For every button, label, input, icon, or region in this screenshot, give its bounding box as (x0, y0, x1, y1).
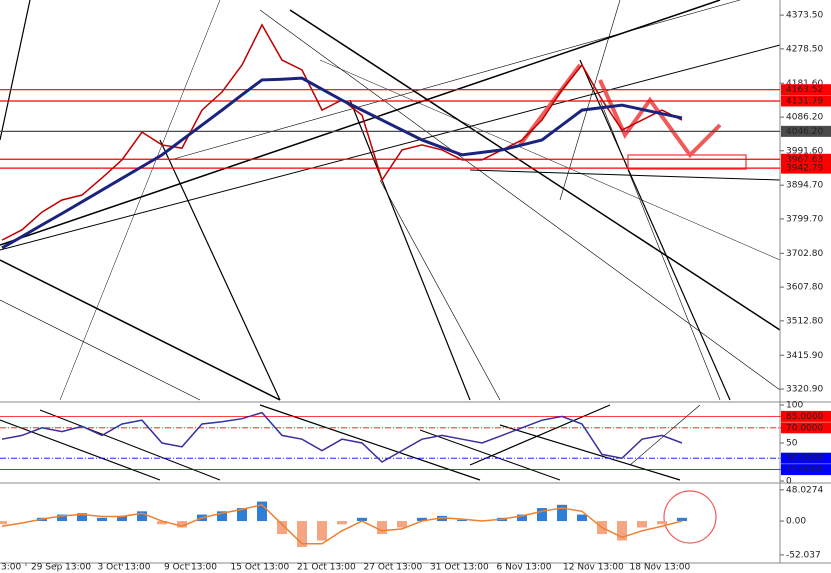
histogram-bar (137, 511, 147, 522)
level-label-box (781, 84, 831, 96)
histogram-bar (397, 521, 407, 528)
y-tick-label: 4086.20 (786, 113, 823, 123)
x-tick-label: 9 Oct 13:00 (164, 563, 217, 573)
level-label-box (781, 162, 831, 174)
y-tick-label: 70.0000 (786, 423, 823, 433)
y-tick-label: 4373.50 (786, 11, 823, 21)
histogram-bar (417, 517, 427, 522)
y-tick-label: 50 (786, 439, 798, 449)
histogram-bar (77, 513, 87, 522)
y-tick-label: 3799.70 (786, 214, 823, 224)
series-line (1, 503, 683, 545)
x-tick-label: 31 Oct 13:00 (430, 563, 489, 573)
histogram-bar (0, 521, 7, 525)
level-label-box (781, 95, 831, 107)
y-tick-label: 4181.60 (786, 79, 823, 89)
histogram-bar (537, 508, 547, 522)
histogram-bar (97, 517, 107, 522)
histogram-bar (337, 521, 347, 525)
level-label-box (781, 153, 831, 165)
y-tick-label: 0.00 (786, 517, 806, 527)
histogram-bar (277, 521, 287, 535)
level-label: 4131.79 (786, 96, 823, 106)
histogram-bar (117, 515, 127, 522)
histogram-bar (677, 517, 687, 522)
histogram-bar (557, 504, 567, 522)
histogram-bar (157, 521, 167, 525)
y-tick-label: 0 (786, 477, 792, 487)
y-tick-label: 3894.70 (786, 181, 823, 191)
y-tick-label: 100 (786, 401, 803, 411)
histogram-bar (57, 514, 67, 522)
histogram-bar (237, 508, 247, 522)
tick-label-box (781, 410, 831, 422)
y-tick-label: 3415.90 (786, 351, 823, 361)
level-label: 3967.63 (786, 155, 823, 165)
arrow (598, 79, 722, 159)
x-tick-label: 12 Nov 13:00 (563, 563, 624, 573)
y-tick-label: 30.0000 (786, 454, 823, 464)
x-tick-label: 29 Sep 13:00 (31, 563, 91, 573)
y-tick-label: 3991.60 (786, 146, 823, 156)
level-label: 4163.52 (786, 85, 823, 95)
x-tick-label: 3:00 (1, 563, 21, 573)
tick-label-box (781, 452, 831, 464)
histogram-bar (297, 521, 307, 548)
highlight-circle (663, 490, 717, 544)
histogram-bar (357, 517, 367, 522)
y-tick-label: 3702.80 (786, 249, 823, 259)
level-label: 3942.79 (786, 164, 823, 174)
histogram-bar (317, 521, 327, 541)
level-label-box (781, 125, 831, 137)
y-tick-label: 48.0274 (786, 485, 823, 495)
y-tick-label: 4278.50 (786, 44, 823, 54)
y-tick-label: 3512.80 (786, 316, 823, 326)
y-tick-label: 3607.80 (786, 283, 823, 293)
histogram-bar (457, 519, 467, 522)
x-tick-label: 3 Oct 13:00 (98, 563, 151, 573)
trend-lines (0, 0, 781, 481)
histogram-bar (637, 521, 647, 528)
histogram-bar (577, 514, 587, 522)
tick-label-box (781, 464, 831, 476)
histogram-bar (217, 511, 227, 522)
x-tick-label: 18 Nov 13:00 (630, 563, 691, 573)
histogram-bar (177, 521, 187, 528)
y-tick-label: 15.0000 (786, 465, 823, 475)
tick-label-box (781, 422, 831, 434)
y-tick-label: -52.037 (786, 550, 821, 560)
x-tick-label: 6 Nov 13:00 (497, 563, 552, 573)
histogram-bar (657, 521, 667, 525)
y-tick-label: 85.0000 (786, 412, 823, 422)
histogram-bar (257, 501, 267, 522)
x-tick-label: 27 Oct 13:00 (364, 563, 423, 573)
histogram-bar (617, 521, 627, 541)
series-line (1, 411, 683, 463)
x-tick-label: 21 Oct 13:00 (297, 563, 356, 573)
histogram-bar (517, 514, 527, 522)
level-label: 4046.20 (786, 127, 823, 137)
x-tick-label: 15 Oct 13:00 (231, 563, 290, 573)
zone-box (627, 154, 747, 170)
series-line (1, 76, 683, 250)
y-tick-label: 3320.90 (786, 385, 823, 395)
histogram-bar (377, 521, 387, 535)
